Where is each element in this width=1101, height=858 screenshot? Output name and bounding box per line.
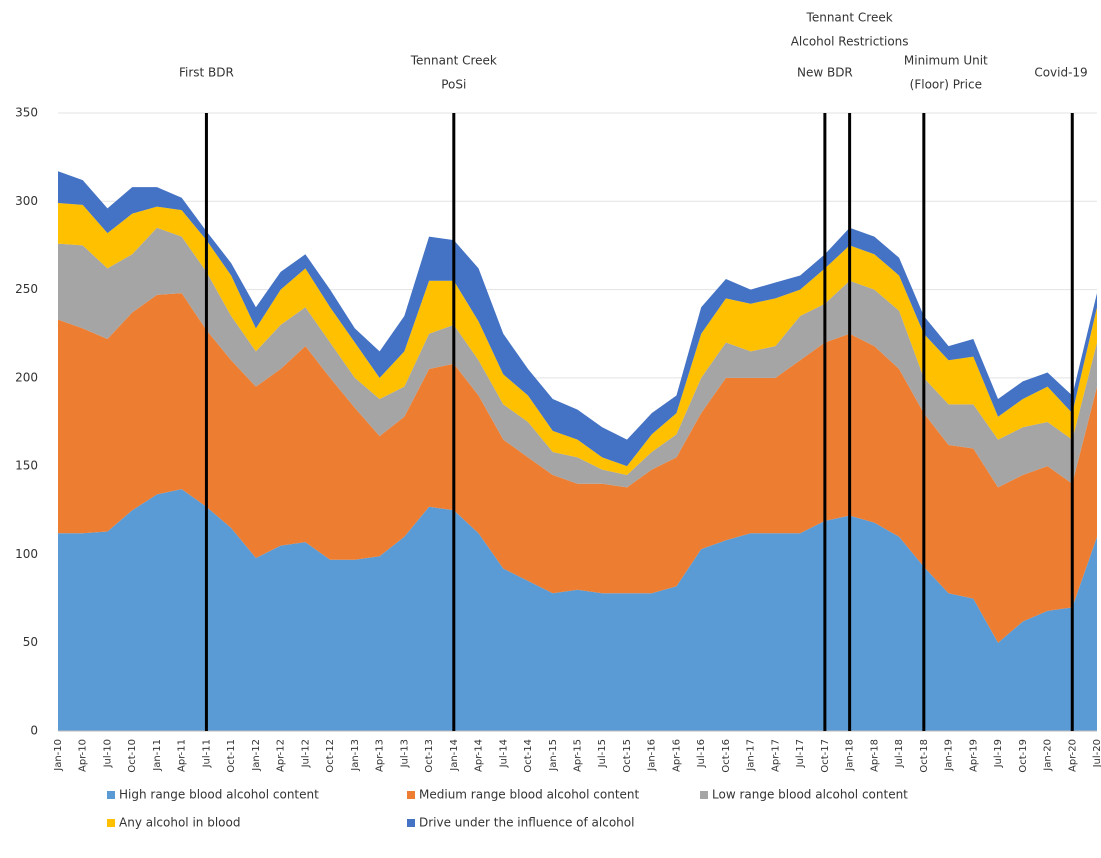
- y-tick-label: 350: [15, 106, 38, 120]
- area: [58, 489, 1097, 731]
- x-tick-label: Apr-20: [1067, 739, 1078, 772]
- x-tick-label: Jan-10: [53, 739, 64, 772]
- x-tick-label: Jan-13: [350, 739, 361, 772]
- x-tick-label: Jul-19: [993, 739, 1004, 768]
- x-tick-label: Apr-18: [869, 739, 880, 772]
- x-tick-label: Oct-18: [919, 739, 930, 773]
- area: [58, 227, 1097, 488]
- x-tick-label: Apr-11: [177, 739, 188, 772]
- y-tick-label: 0: [30, 724, 38, 738]
- x-tick-label: Jan-14: [449, 739, 460, 772]
- event-label: Tennant Creek: [806, 11, 893, 25]
- area: [58, 203, 1097, 475]
- x-tick-label: Jul-17: [795, 739, 806, 768]
- event-label: First BDR: [179, 66, 234, 80]
- event-label: PoSi: [441, 78, 466, 92]
- legend-label: Medium range blood alcohol content: [419, 788, 640, 802]
- x-tick-label: Jul-11: [201, 739, 212, 768]
- x-tick-label: Oct-10: [127, 739, 138, 773]
- event-label: Alcohol Restrictions: [791, 35, 909, 49]
- x-tick-label: Jan-12: [251, 739, 262, 772]
- x-tick-label: Oct-19: [1018, 739, 1029, 773]
- legend-swatch: [407, 819, 415, 827]
- legend-swatch: [107, 791, 115, 799]
- x-tick-label: Oct-16: [721, 739, 732, 773]
- event-label: Covid-19: [1034, 66, 1087, 80]
- legend-label: Low range blood alcohol content: [712, 788, 908, 802]
- x-tick-label: Oct-11: [226, 739, 237, 773]
- x-tick-label: Jul-20: [1092, 739, 1101, 768]
- area: [58, 293, 1097, 643]
- x-tick-label: Jul-16: [696, 739, 707, 768]
- x-tick-label: Jan-20: [1043, 739, 1054, 772]
- x-tick-label: Jul-15: [597, 739, 608, 768]
- y-tick-label: 250: [15, 282, 38, 296]
- area: [58, 171, 1097, 467]
- x-tick-label: Apr-12: [276, 739, 287, 772]
- x-tick-label: Jan-17: [746, 739, 757, 772]
- x-tick-label: Jan-15: [548, 739, 559, 772]
- x-tick-label: Jan-19: [944, 739, 955, 772]
- legend-swatch: [700, 791, 708, 799]
- x-tick-label: Oct-17: [820, 739, 831, 773]
- x-tick-label: Oct-13: [424, 739, 435, 773]
- event-label: Tennant Creek: [410, 54, 497, 68]
- x-tick-label: Jul-12: [300, 739, 311, 768]
- y-tick-label: 100: [15, 547, 38, 561]
- event-label: (Floor) Price: [910, 78, 982, 92]
- x-tick-label: Jan-11: [152, 739, 163, 772]
- y-tick-label: 300: [15, 194, 38, 208]
- event-label: New BDR: [797, 66, 853, 80]
- y-tick-label: 150: [15, 459, 38, 473]
- x-tick-label: Oct-15: [622, 739, 633, 773]
- x-tick-label: Apr-13: [375, 739, 386, 772]
- x-tick-label: Oct-14: [523, 739, 534, 773]
- legend-label: High range blood alcohol content: [119, 788, 319, 802]
- x-tick-label: Jul-14: [498, 739, 509, 768]
- x-tick-label: Oct-12: [325, 739, 336, 773]
- x-tick-label: Apr-17: [770, 739, 781, 772]
- x-tick-label: Jan-18: [845, 739, 856, 772]
- legend-label: Drive under the influence of alcohol: [419, 816, 634, 830]
- x-tick-label: Jan-16: [647, 739, 658, 772]
- x-tick-label: Apr-14: [474, 739, 485, 772]
- x-tick-label: Apr-16: [671, 739, 682, 772]
- x-tick-label: Apr-15: [573, 739, 584, 772]
- x-tick-label: Apr-19: [968, 739, 979, 772]
- x-tick-label: Apr-10: [78, 739, 89, 772]
- x-tick-label: Jul-13: [399, 739, 410, 768]
- y-tick-label: 200: [15, 370, 38, 384]
- x-tick-label: Jul-10: [102, 739, 113, 768]
- legend-swatch: [107, 819, 115, 827]
- y-tick-label: 50: [23, 635, 38, 649]
- event-label: Minimum Unit: [904, 54, 988, 68]
- x-tick-label: Jul-18: [894, 739, 905, 768]
- legend-label: Any alcohol in blood: [119, 816, 240, 830]
- legend-swatch: [407, 791, 415, 799]
